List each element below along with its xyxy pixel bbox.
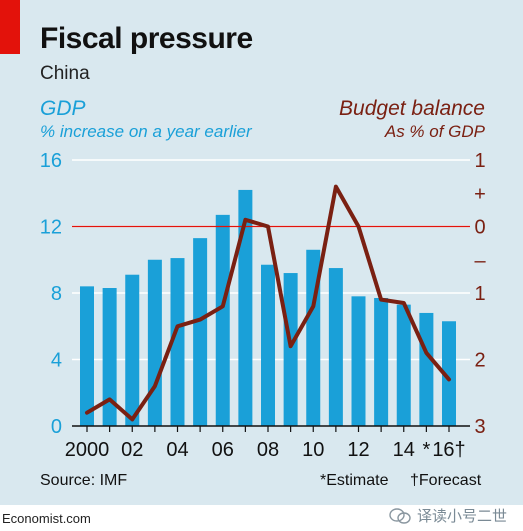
gdp-bar (170, 258, 185, 426)
gdp-bar (419, 312, 434, 426)
right-tick-label: 2 (474, 350, 485, 372)
x-tick-label: 08 (257, 439, 279, 461)
forecast-note: †Forecast (410, 472, 482, 489)
gdp-bar (80, 286, 94, 426)
x-tick-label: 10 (302, 439, 324, 461)
right-tick-label: – (474, 250, 486, 272)
gdp-bar (374, 297, 389, 426)
gdp-bar (193, 238, 208, 426)
gdp-bar (261, 264, 275, 426)
gdp-bar (125, 274, 140, 426)
left-axis-unit: % increase on a year earlier (40, 122, 252, 141)
source-note: Source: IMF (40, 472, 128, 489)
gdp-bar (351, 296, 366, 426)
x-tick-label: 06 (212, 439, 234, 461)
red-accent-tag (0, 0, 20, 54)
x-tick-label: 02 (121, 439, 143, 461)
x-tick-label: 04 (166, 439, 188, 461)
x-tick-label: * (422, 439, 430, 461)
gdp-bar (147, 259, 162, 426)
x-tick-label: 16† (432, 439, 465, 461)
right-tick-label: 3 (474, 416, 485, 438)
left-tick-label: 12 (40, 217, 62, 239)
gdp-bar (215, 214, 230, 426)
left-axis-label: GDP (40, 97, 86, 120)
watermark: 译读小号二世 (389, 505, 507, 526)
right-axis-unit: As % of GDP (384, 122, 485, 141)
x-tick-label: 14 (393, 439, 415, 461)
gdp-bar (328, 268, 343, 426)
gdp-bar (396, 304, 411, 426)
gdp-bar (283, 273, 298, 426)
left-tick-label: 16 (40, 150, 62, 172)
chart-title: Fiscal pressure (40, 22, 253, 55)
gdp-bar (238, 189, 253, 426)
right-tick-label: + (474, 183, 486, 205)
left-tick-label: 0 (51, 416, 62, 438)
gdp-bar (442, 321, 456, 426)
watermark-text: 译读小号二世 (416, 508, 507, 525)
estimate-note: *Estimate (320, 472, 389, 489)
left-tick-label: 8 (51, 283, 62, 305)
left-tick-label: 4 (51, 350, 62, 372)
right-tick-label: 1 (474, 150, 485, 172)
x-tick-label: 12 (347, 439, 369, 461)
wechat-icon (389, 507, 411, 524)
x-tick-label: 2000 (65, 439, 110, 461)
right-tick-label: 0 (474, 217, 485, 239)
chart-subtitle: China (40, 63, 90, 84)
brand-footer: Economist.com (2, 511, 91, 526)
right-tick-label: 1 (474, 283, 485, 305)
gdp-bar (102, 288, 117, 426)
right-axis-label: Budget balance (339, 97, 485, 120)
